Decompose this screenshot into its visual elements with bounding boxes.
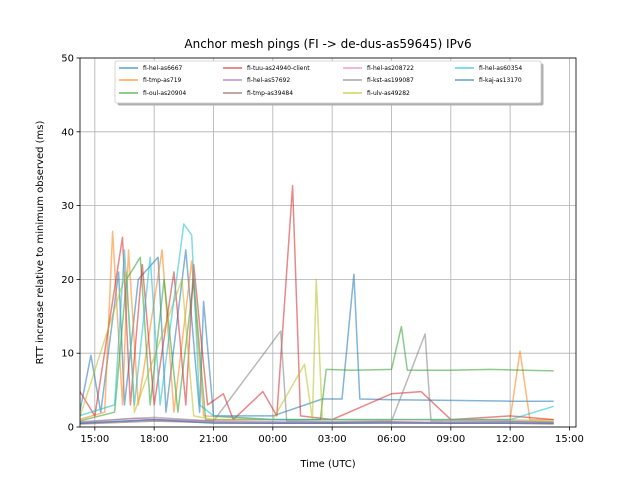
- x-tick-label: 03:00: [318, 434, 347, 445]
- x-tick-label: 15:00: [80, 434, 109, 445]
- legend-entry: fi-kst-as199087: [367, 77, 414, 84]
- legend-entry: fi-hel-as57692: [247, 77, 290, 84]
- plot-frame: [79, 57, 577, 428]
- x-tick-label: 15:00: [555, 434, 584, 445]
- x-axis-label: Time (UTC): [299, 459, 355, 470]
- y-tick-label: 40: [61, 127, 74, 138]
- x-tick-label: 06:00: [377, 434, 406, 445]
- legend-entry: fi-ulv-as49282: [367, 90, 410, 97]
- y-tick-label: 10: [61, 349, 74, 360]
- series-line-fi-hel-as60354: [80, 223, 554, 421]
- x-tick-label: 09:00: [436, 434, 465, 445]
- legend-entry: fi-tuu-as24940-client: [247, 65, 310, 72]
- legend-entry: fi-hel-as208722: [367, 65, 414, 72]
- series-lines: [80, 184, 554, 425]
- series-line-fi-hel-as6667: [80, 249, 554, 417]
- x-tick-label: 00:00: [258, 434, 287, 445]
- y-tick-label: 50: [61, 54, 74, 65]
- series-line-fi-tmp-as719: [80, 230, 554, 421]
- x-tick-label: 18:00: [140, 434, 169, 445]
- legend-entry: fi-tmp-as719: [143, 77, 182, 84]
- legend-entry: fi-hel-as6667: [143, 65, 183, 72]
- y-tick-label: 0: [68, 423, 74, 434]
- chart-title: Anchor mesh pings (FI -> de-dus-as59645)…: [184, 37, 471, 51]
- legend-entry: fi-hel-as60354: [479, 65, 522, 72]
- axis-ticks: 0 10 20 30 40 50 15:00 18:00 21:00 00:00 03:00 06:0…: [61, 54, 584, 446]
- y-tick-label: 30: [61, 201, 74, 212]
- series-line-fi-kaj-as13170: [80, 418, 554, 425]
- x-tick-label: 21:00: [199, 434, 228, 445]
- y-tick-label: 20: [61, 275, 74, 286]
- legend: fi-hel-as6667 fi-tmp-as719 fi-oul-as20904 f…: [114, 60, 544, 106]
- legend-entry: fi-kaj-as13170: [479, 77, 522, 84]
- series-line-fi-tuu-as24940-client: [80, 184, 554, 421]
- series-line-fi-kst-as199087: [80, 330, 554, 423]
- legend-entry: fi-tmp-as39484: [247, 90, 293, 97]
- y-axis-label: RTT increase relative to minimum observe…: [35, 120, 46, 364]
- legend-entry: fi-oul-as20904: [143, 90, 186, 97]
- legend-box: [114, 60, 542, 104]
- x-tick-label: 12:00: [496, 434, 525, 445]
